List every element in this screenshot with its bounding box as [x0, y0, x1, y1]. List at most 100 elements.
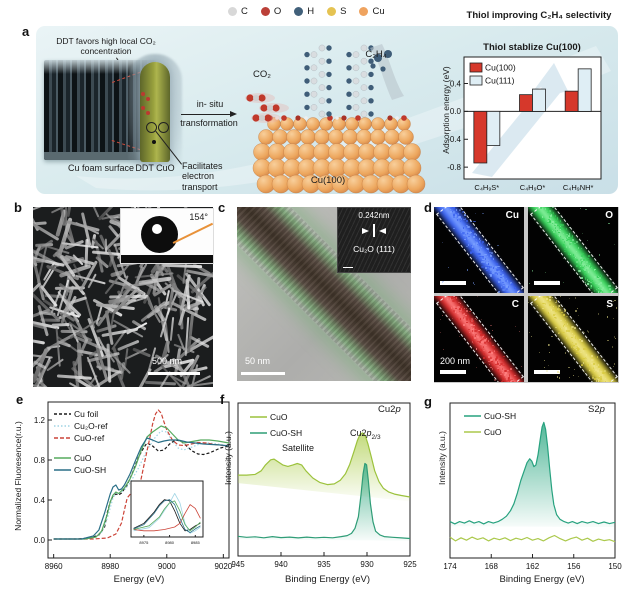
droplet-highlight	[152, 224, 162, 234]
panel-a-top-title: Thiol improving C₂H₄ selectivity	[466, 10, 612, 21]
cu100-label: Cu(100)	[310, 175, 346, 186]
cu-surface-artwork	[245, 44, 426, 194]
eds-scalebar	[440, 281, 466, 285]
panel-e-label: e	[16, 392, 24, 407]
svg-text:CuO-SH: CuO-SH	[270, 428, 302, 438]
atom-color-dot	[294, 7, 304, 16]
svg-text:Cu(100): Cu(100)	[485, 63, 516, 73]
tem-scalebar	[241, 372, 285, 375]
svg-text:Cu(111): Cu(111)	[485, 76, 515, 86]
svg-text:168: 168	[485, 562, 499, 571]
eds-scalebar	[534, 281, 560, 285]
xanes-ylabel: Normalized Fluoresence(r.u.)	[13, 421, 23, 531]
arrow-left-icon	[376, 227, 386, 234]
svg-text:C₄H₉S*: C₄H₉S*	[474, 183, 499, 192]
svg-text:CuO-SH: CuO-SH	[484, 411, 516, 421]
svg-text:935: 935	[317, 560, 331, 569]
svg-text:-0.4: -0.4	[447, 135, 461, 144]
svg-text:0.4: 0.4	[450, 79, 462, 88]
atom-legend-item: Cu	[359, 6, 385, 17]
svg-text:0.0: 0.0	[450, 107, 462, 116]
svg-text:0.0: 0.0	[34, 536, 46, 545]
co2-dot	[146, 111, 150, 115]
svg-text:156: 156	[567, 562, 581, 571]
eds-element-label: Cu	[505, 210, 519, 221]
co2-label: CO₂	[253, 69, 271, 80]
contact-angle-inset: 154°	[121, 209, 213, 263]
svg-text:1.2: 1.2	[34, 416, 46, 425]
svg-text:C₄H₉NH*: C₄H₉NH*	[563, 183, 594, 192]
cu2p-peak-label: Cu2p2/3	[350, 428, 381, 441]
eds-element-label: C	[511, 299, 519, 310]
atom-label: Cu	[372, 6, 385, 17]
tem-scalebar-text: 50 nm	[245, 356, 271, 366]
cu-foam-caption: Cu foam surface	[67, 163, 135, 173]
eds-map-o: O	[528, 207, 618, 293]
c2h4-label: C₂H₄	[365, 49, 387, 60]
svg-text:174: 174	[443, 562, 457, 571]
svg-text:8985: 8985	[191, 540, 201, 545]
eds-map-cu: Cu	[434, 207, 524, 293]
eds-map-s: S	[528, 296, 618, 382]
panel-b-label: b	[14, 200, 22, 215]
facilitates-text: Facilitates electron transport	[182, 161, 223, 192]
svg-text:Cu₂O-ref: Cu₂O-ref	[74, 421, 108, 431]
eds-scalebar	[440, 370, 466, 374]
xanes-xlabel: Energy (eV)	[113, 574, 165, 585]
insitu-text: in- situ	[196, 99, 224, 109]
atom-color-dot	[228, 7, 237, 16]
contact-angle-line	[172, 222, 213, 244]
svg-text:8975: 8975	[139, 540, 149, 545]
svg-text:8980: 8980	[101, 562, 119, 571]
eds-scalebar-text: 200 nm	[440, 356, 471, 366]
svg-text:8980: 8980	[165, 540, 175, 545]
sem-scalebar-text: 500 nm	[152, 356, 183, 366]
svg-text:Cu foil: Cu foil	[74, 409, 98, 419]
nanowire-core	[140, 62, 170, 162]
svg-text:0.4: 0.4	[34, 496, 46, 505]
svg-text:162: 162	[526, 562, 540, 571]
co2-dot	[146, 97, 150, 101]
atom-color-dot	[359, 7, 369, 16]
svg-text:940: 940	[274, 560, 288, 569]
atom-legend-item: S	[327, 6, 346, 17]
co2-dot	[141, 92, 145, 96]
arrow-right-icon	[362, 227, 372, 234]
atom-legend-item: O	[260, 6, 282, 17]
inset-scalebar	[343, 266, 353, 268]
svg-text:CuO-ref: CuO-ref	[74, 433, 105, 443]
atom-label: H	[307, 6, 315, 17]
atom-label: C	[241, 6, 248, 17]
svg-text:CuO: CuO	[484, 427, 502, 437]
s2p-xlabel: Binding Energy (eV)	[499, 574, 585, 585]
atom-color-dot	[327, 7, 337, 16]
svg-text:0.8: 0.8	[34, 456, 46, 465]
s2p-ylabel: Intensity (a.u.)	[437, 431, 447, 485]
svg-text:150: 150	[608, 562, 622, 571]
s2p-spectrum-tag: S2p	[588, 404, 605, 415]
satellite-label: Satellite	[282, 443, 315, 453]
svg-text:CuO: CuO	[74, 453, 92, 463]
bar-chart-title: Thiol stablize Cu(100)	[483, 42, 581, 53]
nanowire-caption: DDT CuO	[135, 163, 175, 173]
adsorption-energy-bar-chart: 0.4 0.0 -0.4 -0.8 C₄H₉S* C₄H₉O* C₄H₉NH* Cu(100)…	[447, 56, 602, 192]
insitu-arrow	[181, 110, 237, 117]
co2-dot	[141, 106, 145, 110]
svg-text:C₄H₉O*: C₄H₉O*	[520, 183, 546, 192]
eds-maps: Cu O C 200 nm S	[434, 207, 619, 383]
cu2p-xps-chart: 945 940 935 930 925 CuO CuO-SH	[231, 402, 417, 569]
water-droplet	[141, 216, 178, 253]
cu2p-xlabel: Binding Energy (eV)	[284, 574, 371, 585]
eds-scalebar	[534, 370, 560, 374]
panel-g-label: g	[424, 394, 432, 409]
atom-label: S	[340, 6, 347, 17]
lattice-plane-line	[373, 224, 375, 237]
atom-label: O	[273, 6, 282, 17]
svg-text:9020: 9020	[214, 562, 232, 571]
cu2p-ylabel: Intensity (a.u.)	[223, 431, 233, 485]
atom-legend-item: C	[228, 6, 248, 17]
svg-text:CuO: CuO	[270, 412, 288, 422]
panel-c-label: c	[218, 200, 226, 215]
atom-color-dot	[260, 7, 270, 16]
